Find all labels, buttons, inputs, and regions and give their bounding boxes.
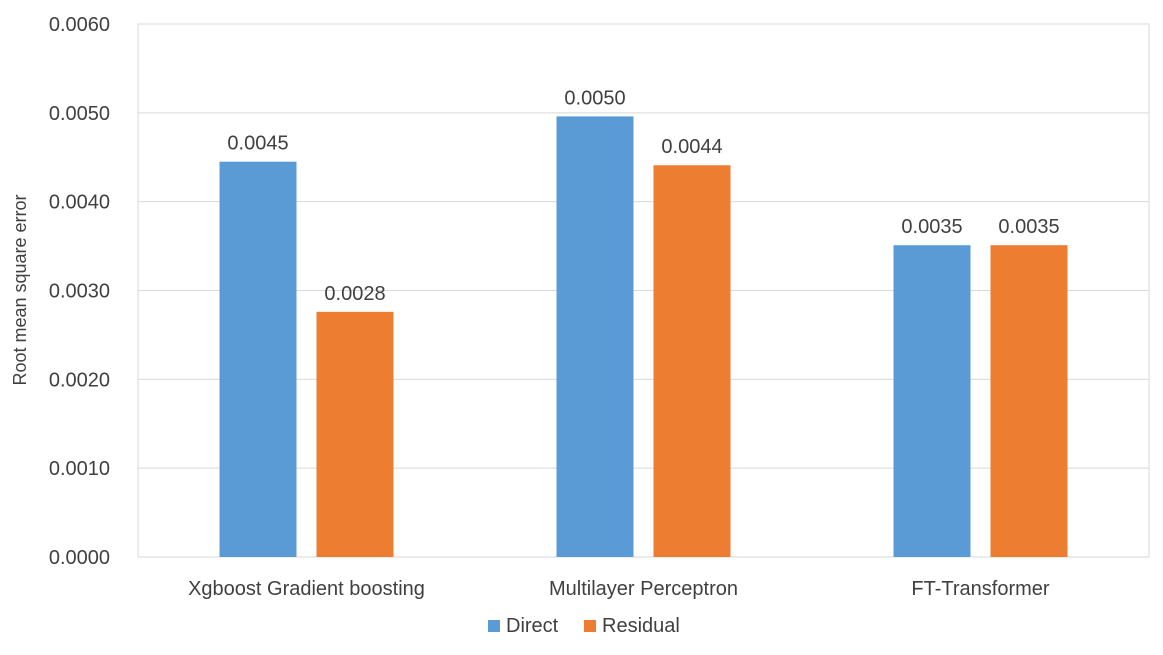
legend-swatch-direct <box>488 620 500 632</box>
legend: Direct Residual <box>488 615 680 637</box>
data-labels: 0.0045 0.0028 0.0050 0.0044 0.0035 0.0035 <box>227 87 1059 304</box>
y-axis: 0.0000 0.0010 0.0020 0.0030 0.0040 0.0050 0.00… <box>49 14 110 569</box>
bars <box>219 116 1068 558</box>
y-tick-label: 0.0040 <box>49 192 110 214</box>
bar-residual <box>990 245 1068 557</box>
bar-residual <box>316 311 394 557</box>
y-tick-label: 0.0000 <box>49 547 110 569</box>
data-label: 0.0035 <box>998 216 1059 238</box>
legend-label-direct: Direct <box>506 615 559 637</box>
x-axis: Xgboost Gradient boosting Multilayer Perc… <box>188 578 1050 600</box>
y-axis-title: Root mean square error <box>10 194 30 385</box>
bar-direct <box>893 245 971 557</box>
data-label: 0.0028 <box>324 283 385 305</box>
y-tick-label: 0.0050 <box>49 103 110 125</box>
y-tick-label: 0.0020 <box>49 369 110 391</box>
y-tick-label: 0.0010 <box>49 458 110 480</box>
data-label: 0.0045 <box>227 133 288 155</box>
y-tick-label: 0.0030 <box>49 281 110 303</box>
bar-direct <box>219 161 297 558</box>
x-tick-label: FT-Transformer <box>911 578 1049 600</box>
data-label: 0.0035 <box>901 216 962 238</box>
legend-label-residual: Residual <box>602 615 680 637</box>
x-tick-label: Multilayer Perceptron <box>549 578 738 600</box>
data-label: 0.0050 <box>564 87 625 109</box>
y-tick-label: 0.0060 <box>49 14 110 36</box>
gridlines <box>137 23 1150 558</box>
bar-direct <box>556 116 634 558</box>
x-tick-label: Xgboost Gradient boosting <box>188 578 425 600</box>
bar-residual <box>653 165 731 557</box>
legend-swatch-residual <box>584 620 596 632</box>
data-label: 0.0044 <box>661 136 722 158</box>
